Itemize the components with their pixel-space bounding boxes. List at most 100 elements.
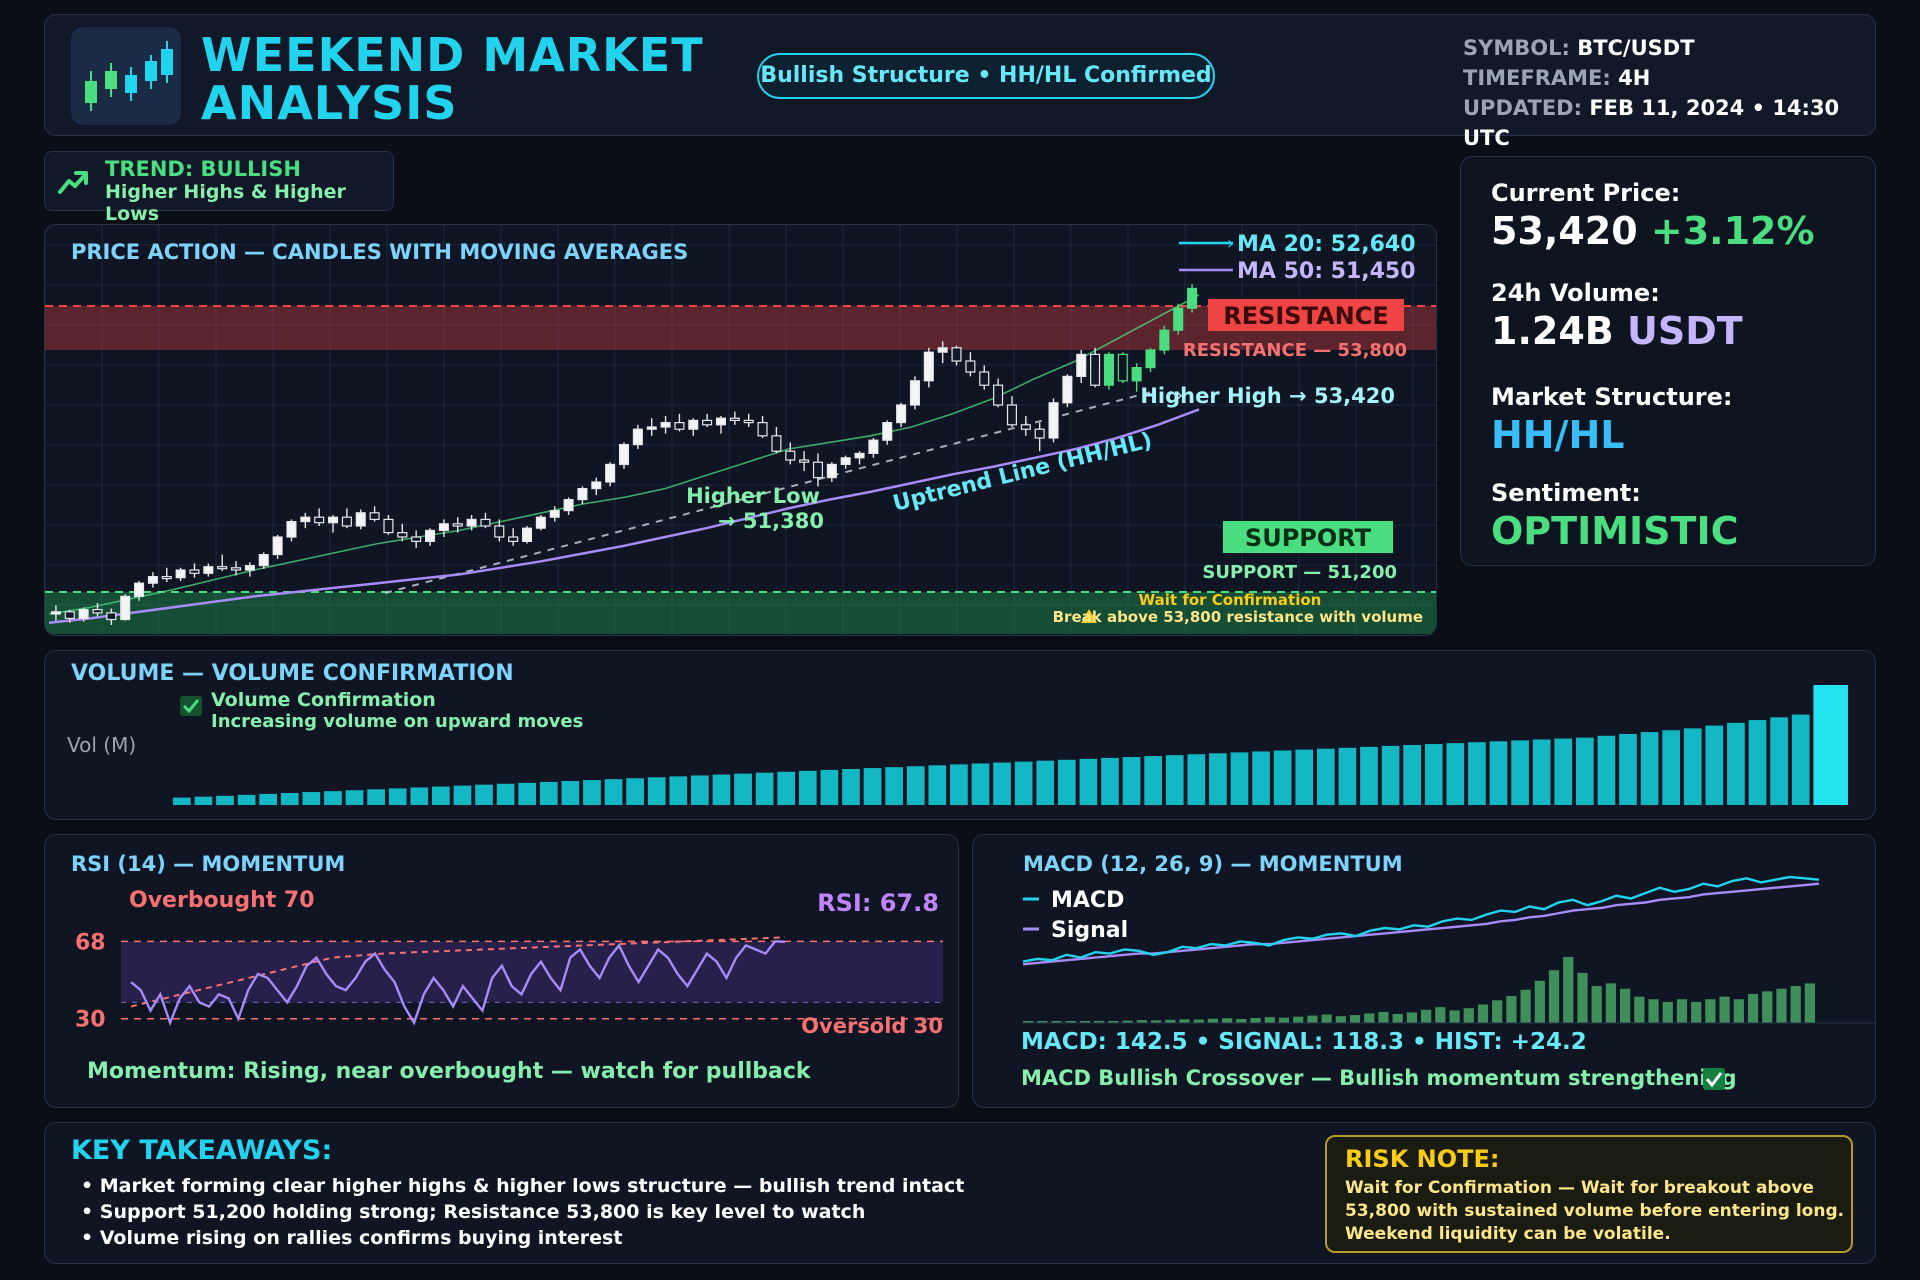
histogram-bar <box>1079 1021 1091 1023</box>
symbol-row: SYMBOL: BTC/USDT <box>1463 33 1875 63</box>
check-icon-mark <box>1705 1072 1723 1088</box>
volume-bar <box>820 769 839 805</box>
candle-body <box>785 450 796 461</box>
volume-bar <box>475 784 493 805</box>
volume-bar <box>712 774 731 805</box>
volume-bar <box>1057 759 1076 805</box>
updated-label: UPDATED: <box>1463 96 1582 120</box>
overbought-label: Overbought 70 <box>129 888 315 913</box>
volume-bar <box>1705 725 1724 805</box>
candle-body <box>896 404 907 424</box>
ma20-legend-label: MA 20: 52,640 <box>1237 232 1416 257</box>
candle-body <box>508 536 519 543</box>
histogram-bar <box>1293 1016 1304 1023</box>
volume-bar <box>1403 745 1422 805</box>
volume-bar <box>1014 761 1033 805</box>
list-item: • Volume rising on rallies confirms buyi… <box>81 1227 623 1249</box>
trend-badge: TREND: BULLISH Higher Highs & Higher Low… <box>44 151 394 225</box>
candle-body <box>882 422 893 441</box>
candle-body <box>494 525 505 538</box>
candle-body <box>993 384 1004 406</box>
volume-bar <box>583 780 601 805</box>
volume-bar <box>1316 748 1335 805</box>
price-change: +3.12% <box>1650 209 1815 253</box>
price-panel-title: PRICE ACTION — CANDLES WITH MOVING AVERA… <box>71 240 688 264</box>
macd-line <box>1022 875 1820 963</box>
candle-body <box>632 428 643 446</box>
logo-candles-icon <box>71 27 181 125</box>
volume-bar <box>1360 746 1378 805</box>
list-item: • Market forming clear higher highs & hi… <box>81 1175 965 1197</box>
structure-label: Market Structure: <box>1491 383 1733 411</box>
rsi-chart: RSI (14) — MOMENTUM 68 30 Overbought 70 … <box>71 852 943 1084</box>
candle-body <box>923 351 934 382</box>
volume-panel-title: VOLUME — VOLUME CONFIRMATION <box>71 661 514 686</box>
support-tag <box>1223 521 1393 553</box>
histogram-bar <box>1122 1020 1133 1023</box>
candle-body <box>244 565 255 571</box>
rsi-value-label: RSI: 67.8 <box>817 889 939 917</box>
histogram-bar <box>1236 1019 1247 1023</box>
candle-body <box>92 609 103 614</box>
volume-unit: USDT <box>1626 309 1743 353</box>
candle-body <box>1090 353 1101 386</box>
candle-body <box>466 518 477 527</box>
volume-bar <box>302 792 321 805</box>
candle-body <box>1062 375 1073 404</box>
candle-body <box>438 523 449 531</box>
rsi-trend-line <box>130 936 786 1008</box>
volume-bar <box>1079 758 1098 805</box>
volume-bar <box>1619 733 1637 805</box>
candle-body <box>1159 329 1170 351</box>
candle-body <box>937 347 948 353</box>
trend-title: TREND: BULLISH <box>105 157 301 181</box>
volume-bar <box>324 791 342 805</box>
confirm-title: Wait for Confirmation <box>1139 591 1322 609</box>
volume-bar <box>1489 741 1508 805</box>
volume-bar <box>1295 749 1314 805</box>
histogram-bar <box>1634 996 1645 1023</box>
candle-body <box>951 347 962 362</box>
candle-body <box>480 518 491 527</box>
candle-body <box>258 554 269 567</box>
volume-bar <box>1209 753 1227 805</box>
histogram-bar <box>1762 991 1773 1023</box>
histogram-bar <box>1691 1001 1702 1023</box>
histogram-bar <box>1449 1010 1460 1023</box>
support-tag-label: SUPPORT <box>1245 524 1372 552</box>
volume-bar <box>173 797 191 805</box>
volume-bar <box>885 767 903 805</box>
histogram-bar <box>1349 1015 1361 1023</box>
candle-body <box>688 419 699 430</box>
histogram-bar <box>1662 1001 1673 1023</box>
ma20-line <box>48 294 1200 615</box>
candle-body <box>1048 402 1059 439</box>
candle-body <box>411 536 422 543</box>
structure-value: HH/HL <box>1491 413 1625 457</box>
candle-body <box>203 566 214 574</box>
candle-body <box>106 612 117 621</box>
candle-body <box>397 532 408 538</box>
risk-line: Wait for Confirmation — Wait for breakou… <box>1345 1178 1814 1198</box>
volume-bar <box>863 768 882 805</box>
price-action-panel: PRICE ACTION — CANDLES WITH MOVING AVERA… <box>44 224 1437 636</box>
candle-body <box>1131 367 1142 382</box>
check-icon <box>180 696 202 716</box>
volume-bar <box>1424 744 1443 805</box>
volume-bar <box>1230 752 1249 805</box>
higher-low-label: Higher Low <box>686 484 820 508</box>
candle-body <box>50 611 61 615</box>
rsi-panel: RSI (14) — MOMENTUM 68 30 Overbought 70 … <box>44 834 959 1108</box>
candle-body <box>1145 349 1156 369</box>
candle-body <box>1103 353 1114 386</box>
header-bar: WEEKEND MARKET ANALYSIS Bullish Structur… <box>44 14 1876 150</box>
volume-bar <box>993 762 1011 805</box>
volume-bar <box>1338 747 1357 805</box>
candle-body <box>591 481 602 490</box>
candle-body <box>383 518 394 534</box>
candle-body <box>231 567 242 571</box>
check-icon <box>1703 1068 1725 1090</box>
current-price-value: 53,420 <box>1491 209 1638 253</box>
volume-bar <box>432 786 450 805</box>
histogram-bar <box>1094 1020 1105 1023</box>
